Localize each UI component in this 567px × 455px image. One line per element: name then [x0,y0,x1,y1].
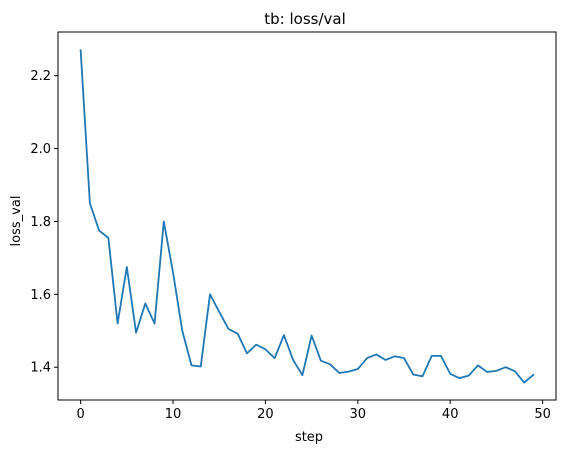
x-tick-label: 40 [442,407,459,422]
x-tick-label: 30 [350,407,367,422]
x-tick-label: 20 [257,407,274,422]
y-tick-label: 1.8 [30,215,51,230]
y-tick-label: 2.2 [30,69,51,84]
axis-ticks: 0 10 20 30 40 50 1.4 1.6 1.8 2.0 2.2 [30,69,551,422]
chart-title: tb: loss/val [264,10,346,28]
plot-frame [57,31,557,401]
y-tick-label: 1.4 [30,361,51,376]
y-tick-label: 1.6 [30,288,51,303]
series-line [79,49,535,384]
x-axis-label: step [295,430,323,445]
series-lines [79,49,535,384]
y-axis-label: loss_val [9,196,24,247]
x-tick-label: 10 [165,407,182,422]
y-tick-label: 2.0 [30,142,51,157]
x-tick-label: 50 [534,407,551,422]
x-tick-label: 0 [76,407,84,422]
